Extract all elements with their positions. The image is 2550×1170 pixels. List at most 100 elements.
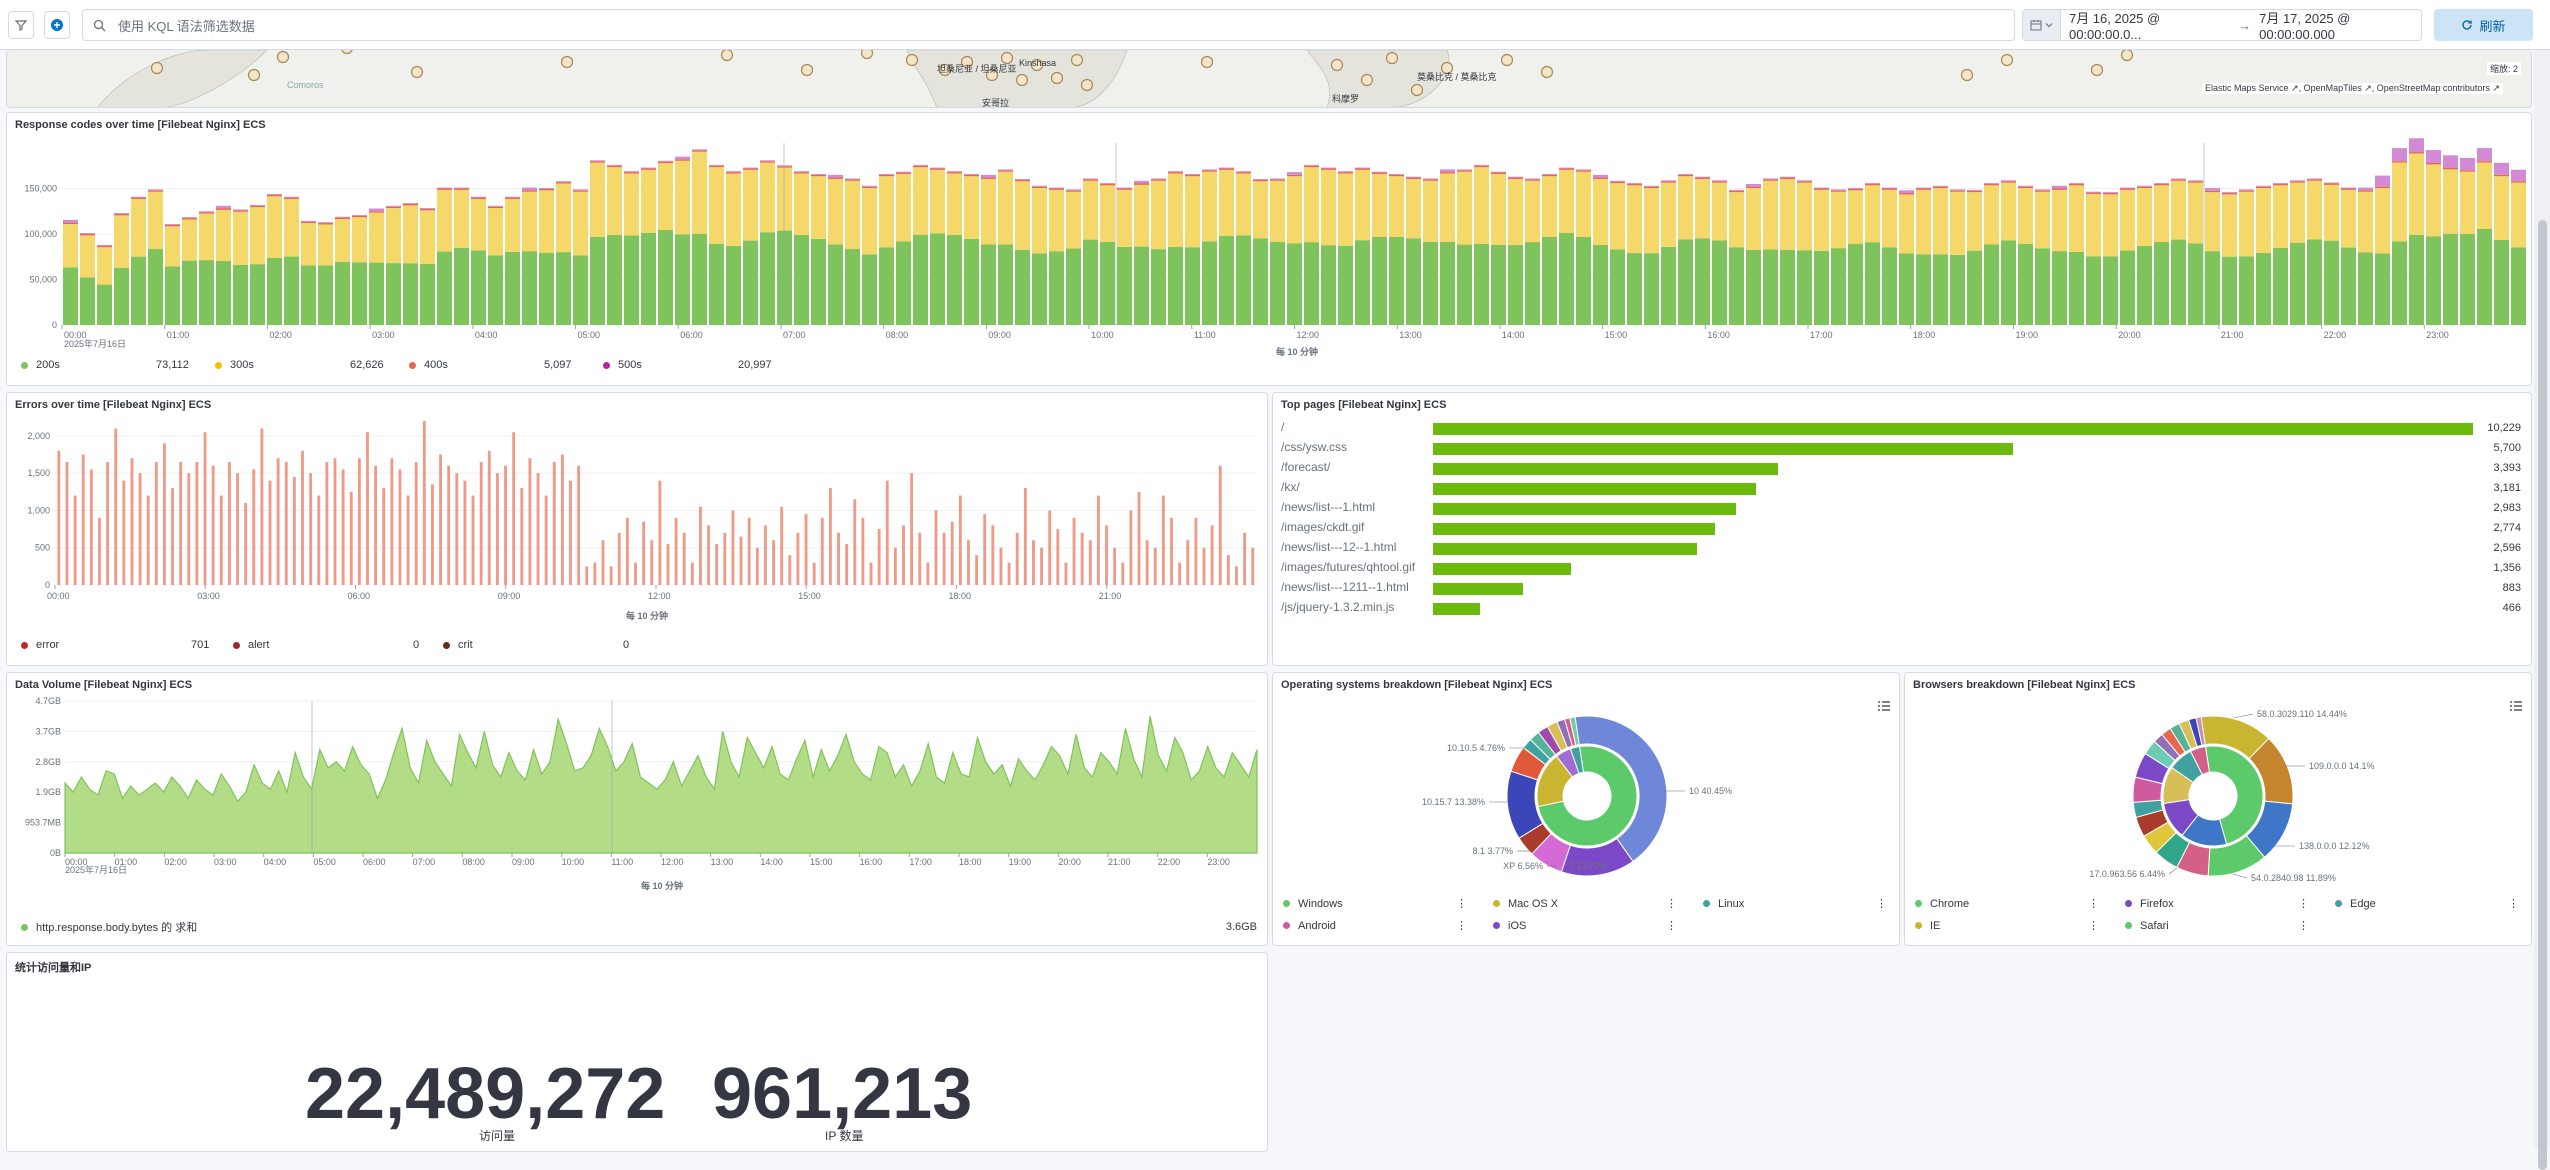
response-codes-chart[interactable]: 0 50,000 100,000 150,000 00:00 01:00 02:00 03:0… — [7, 133, 2527, 357]
error-bar — [1023, 488, 1027, 585]
bar-segment-500s — [284, 196, 299, 198]
data-volume-chart[interactable]: 0B 953.7MB 1.9GB 2.8GB 3.7GB 4.7GB 00:00 01:00 0… — [7, 693, 1263, 923]
bar-segment-300s — [1644, 188, 1659, 254]
bar-segment-400s — [97, 245, 112, 248]
legend-item-windows[interactable]: Windows ⋮ — [1283, 897, 1473, 910]
page-scrollbar[interactable] — [2534, 50, 2550, 1170]
error-bar — [845, 544, 849, 585]
legend-options-icon[interactable]: ⋮ — [2298, 920, 2309, 932]
top-page-bar[interactable] — [1433, 583, 1523, 595]
map-attribution[interactable]: Elastic Maps Service ↗, OpenMapTiles ↗, … — [2202, 83, 2503, 94]
top-page-value: 883 — [2502, 582, 2521, 594]
legend-item-crit[interactable]: crit 0 — [443, 639, 629, 651]
quick-select-button[interactable] — [2023, 10, 2061, 40]
legend-item-200s[interactable]: 200s 73,112 — [21, 359, 189, 371]
bar-segment-400s — [1185, 174, 1200, 177]
x-tick-label: 15:00 — [810, 857, 833, 867]
error-bar — [658, 480, 662, 585]
map-panel[interactable]: 坦桑尼亚 / 坦桑尼亚 Kinshasa 安哥拉 莫桑比克 / 莫桑比克 科摩罗… — [6, 50, 2532, 108]
date-end[interactable]: 7月 17, 2025 @ 00:00:00.000 — [2259, 11, 2351, 42]
top-page-bar[interactable] — [1433, 423, 2473, 435]
legend-item-edge[interactable]: Edge ⋮ — [2335, 897, 2525, 910]
map-canvas[interactable] — [7, 50, 2532, 108]
bar-segment-500s — [1474, 164, 1489, 166]
bar-segment-400s — [964, 174, 979, 177]
bar-segment-300s — [2052, 189, 2067, 252]
legend-item-ios[interactable]: iOS ⋮ — [1493, 919, 1683, 932]
legend-options-icon[interactable]: ⋮ — [2298, 898, 2309, 910]
legend-item-alert[interactable]: alert 0 — [233, 639, 419, 651]
bar-segment-400s — [1814, 188, 1829, 190]
legend-item-error[interactable]: error 701 — [21, 639, 209, 651]
top-page-bar[interactable] — [1433, 603, 1481, 615]
filter-menu-button[interactable] — [8, 11, 34, 39]
legend-options-icon[interactable]: ⋮ — [1666, 898, 1677, 910]
legend-item-mac-os-x[interactable]: Mac OS X ⋮ — [1493, 897, 1683, 910]
date-picker[interactable]: 7月 16, 2025 @ 00:00:00.0... → 7月 17, 202… — [2022, 9, 2422, 42]
legend-item-ie[interactable]: IE ⋮ — [1915, 919, 2105, 932]
scrollbar-thumb[interactable] — [2538, 220, 2547, 1170]
bar-segment-500s — [1525, 178, 1540, 180]
bar-segment-300s — [675, 160, 690, 235]
top-page-bar[interactable] — [1433, 523, 1716, 535]
bar-segment-200s — [1100, 242, 1115, 325]
bar-segment-500s — [2188, 180, 2203, 182]
bar-segment-400s — [879, 174, 894, 177]
legend-options-icon[interactable]: ⋮ — [2508, 898, 2519, 910]
bar-segment-200s — [913, 234, 928, 325]
error-bar — [65, 462, 69, 585]
bar-segment-200s — [2324, 240, 2339, 325]
error-bar — [642, 521, 646, 585]
legend-item-chrome[interactable]: Chrome ⋮ — [1915, 897, 2105, 910]
bar-segment-500s — [1355, 167, 1370, 169]
legend-options-icon[interactable]: ⋮ — [1876, 898, 1887, 910]
os-donut-chart[interactable]: 10 40.45% 10.10.5 4.76% 10.15.7 13.38% 8.1 … — [1273, 695, 1893, 895]
search-input[interactable]: 使用 KQL 语法筛选数据 — [82, 9, 2015, 41]
x-tick-label: 21:00 — [1108, 857, 1131, 867]
top-page-bar[interactable] — [1433, 503, 1737, 515]
bar-segment-500s — [2035, 189, 2050, 191]
legend-item-linux[interactable]: Linux ⋮ — [1703, 897, 1893, 910]
bar-segment-300s — [1797, 182, 1812, 251]
bar-segment-500s — [471, 196, 486, 198]
x-tick-label: 01:00 — [115, 857, 138, 867]
date-start[interactable]: 7月 16, 2025 @ 00:00:00.0... — [2068, 11, 2161, 42]
legend-value: 3.6GB — [1225, 921, 1257, 933]
legend-item-safari[interactable]: Safari ⋮ — [2125, 919, 2315, 932]
error-bar — [1251, 547, 1255, 585]
top-page-bar[interactable] — [1433, 443, 2013, 455]
legend-item-300s[interactable]: 300s 62,626 — [215, 359, 384, 371]
legend-toggle-icon[interactable] — [1877, 700, 1891, 712]
bar-segment-500s — [2324, 182, 2339, 184]
errors-chart[interactable]: 0 500 1,000 1,500 2,000 00:00 03:00 06:00 09:00 1… — [7, 413, 1263, 643]
legend-options-icon[interactable]: ⋮ — [1456, 920, 1467, 932]
legend-item-500s[interactable]: 500s 20,997 — [603, 359, 772, 371]
x-tick-label: 12:00 — [648, 591, 671, 601]
bar-segment-400s — [1559, 168, 1574, 170]
legend-item-bytes[interactable]: http.response.body.bytes 的 求和 3.6GB — [21, 919, 1257, 935]
legend-toggle-icon[interactable] — [2509, 700, 2523, 712]
bar-segment-200s — [658, 229, 673, 325]
legend-item-400s[interactable]: 400s 5,097 — [409, 359, 572, 371]
top-page-bar[interactable] — [1433, 483, 1757, 495]
refresh-button[interactable]: 刷新 — [2434, 9, 2533, 41]
legend-item-firefox[interactable]: Firefox ⋮ — [2125, 897, 2315, 910]
top-page-bar[interactable] — [1433, 543, 1697, 555]
bar-segment-300s — [1287, 176, 1302, 244]
add-filter-button[interactable] — [44, 11, 70, 39]
bar-segment-300s — [1865, 185, 1880, 243]
bar-segment-300s — [2392, 162, 2407, 242]
bar-segment-200s — [2120, 250, 2135, 325]
error-bar — [910, 473, 914, 585]
browsers-donut-chart[interactable]: 58.0.3029.110 14.44% 109.0.0.0 14.1% 138.0… — [1905, 695, 2525, 895]
error-bar — [114, 428, 118, 585]
top-page-bar[interactable] — [1433, 563, 1571, 575]
bar-segment-400s — [199, 212, 214, 214]
top-page-bar[interactable] — [1433, 463, 1778, 475]
legend-options-icon[interactable]: ⋮ — [2088, 898, 2099, 910]
legend-item-android[interactable]: Android ⋮ — [1283, 919, 1473, 932]
legend-options-icon[interactable]: ⋮ — [2088, 920, 2099, 932]
bar-segment-300s — [641, 169, 656, 233]
legend-options-icon[interactable]: ⋮ — [1666, 920, 1677, 932]
legend-options-icon[interactable]: ⋮ — [1456, 898, 1467, 910]
